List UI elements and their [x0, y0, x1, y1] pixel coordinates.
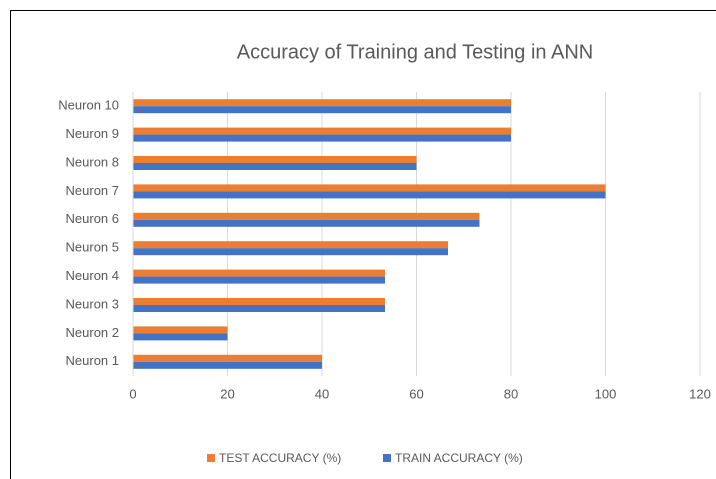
chart-frame — [10, 10, 716, 479]
bar — [133, 106, 511, 114]
x-tick-label: 100 — [595, 386, 617, 401]
bar — [133, 305, 385, 312]
y-tick-label: Neuron 3 — [66, 296, 119, 311]
y-tick-label: Neuron 9 — [66, 126, 119, 141]
legend-label: TEST ACCURACY (%) — [219, 451, 341, 465]
bar — [133, 276, 385, 284]
y-tick-label: Neuron 10 — [58, 98, 119, 113]
x-tick-label: 120 — [689, 386, 711, 401]
bar — [133, 219, 480, 227]
legend-label: TRAIN ACCURACY (%) — [395, 451, 523, 465]
bar — [133, 248, 449, 256]
y-tick-label: Neuron 6 — [66, 211, 119, 226]
bar — [133, 127, 511, 135]
bar — [133, 241, 449, 249]
bar — [133, 191, 606, 199]
bar — [133, 354, 322, 362]
bar — [133, 361, 322, 369]
y-tick-label: Neuron 8 — [66, 154, 119, 169]
y-tick-label: Neuron 2 — [66, 325, 119, 340]
bar — [133, 134, 511, 142]
bar — [133, 269, 385, 277]
x-tick-label: 0 — [129, 386, 136, 401]
x-tick-label: 40 — [315, 386, 329, 401]
x-tick-label: 80 — [504, 386, 518, 401]
bar — [133, 333, 228, 341]
bar — [133, 298, 385, 305]
bar — [133, 184, 606, 192]
x-tick-label: 60 — [409, 386, 423, 401]
legend-swatch — [383, 454, 391, 462]
y-tick-label: Neuron 5 — [66, 240, 119, 255]
chart-title: Accuracy of Training and Testing in ANN — [237, 41, 593, 63]
y-tick-label: Neuron 7 — [66, 183, 119, 198]
legend-swatch — [207, 454, 215, 462]
bar — [133, 163, 417, 170]
bar — [133, 99, 511, 107]
bar — [133, 156, 417, 163]
y-tick-label: Neuron 1 — [66, 353, 119, 368]
x-tick-label: 20 — [220, 386, 234, 401]
y-tick-label: Neuron 4 — [66, 268, 119, 283]
bar — [133, 326, 228, 334]
bar — [133, 212, 480, 220]
